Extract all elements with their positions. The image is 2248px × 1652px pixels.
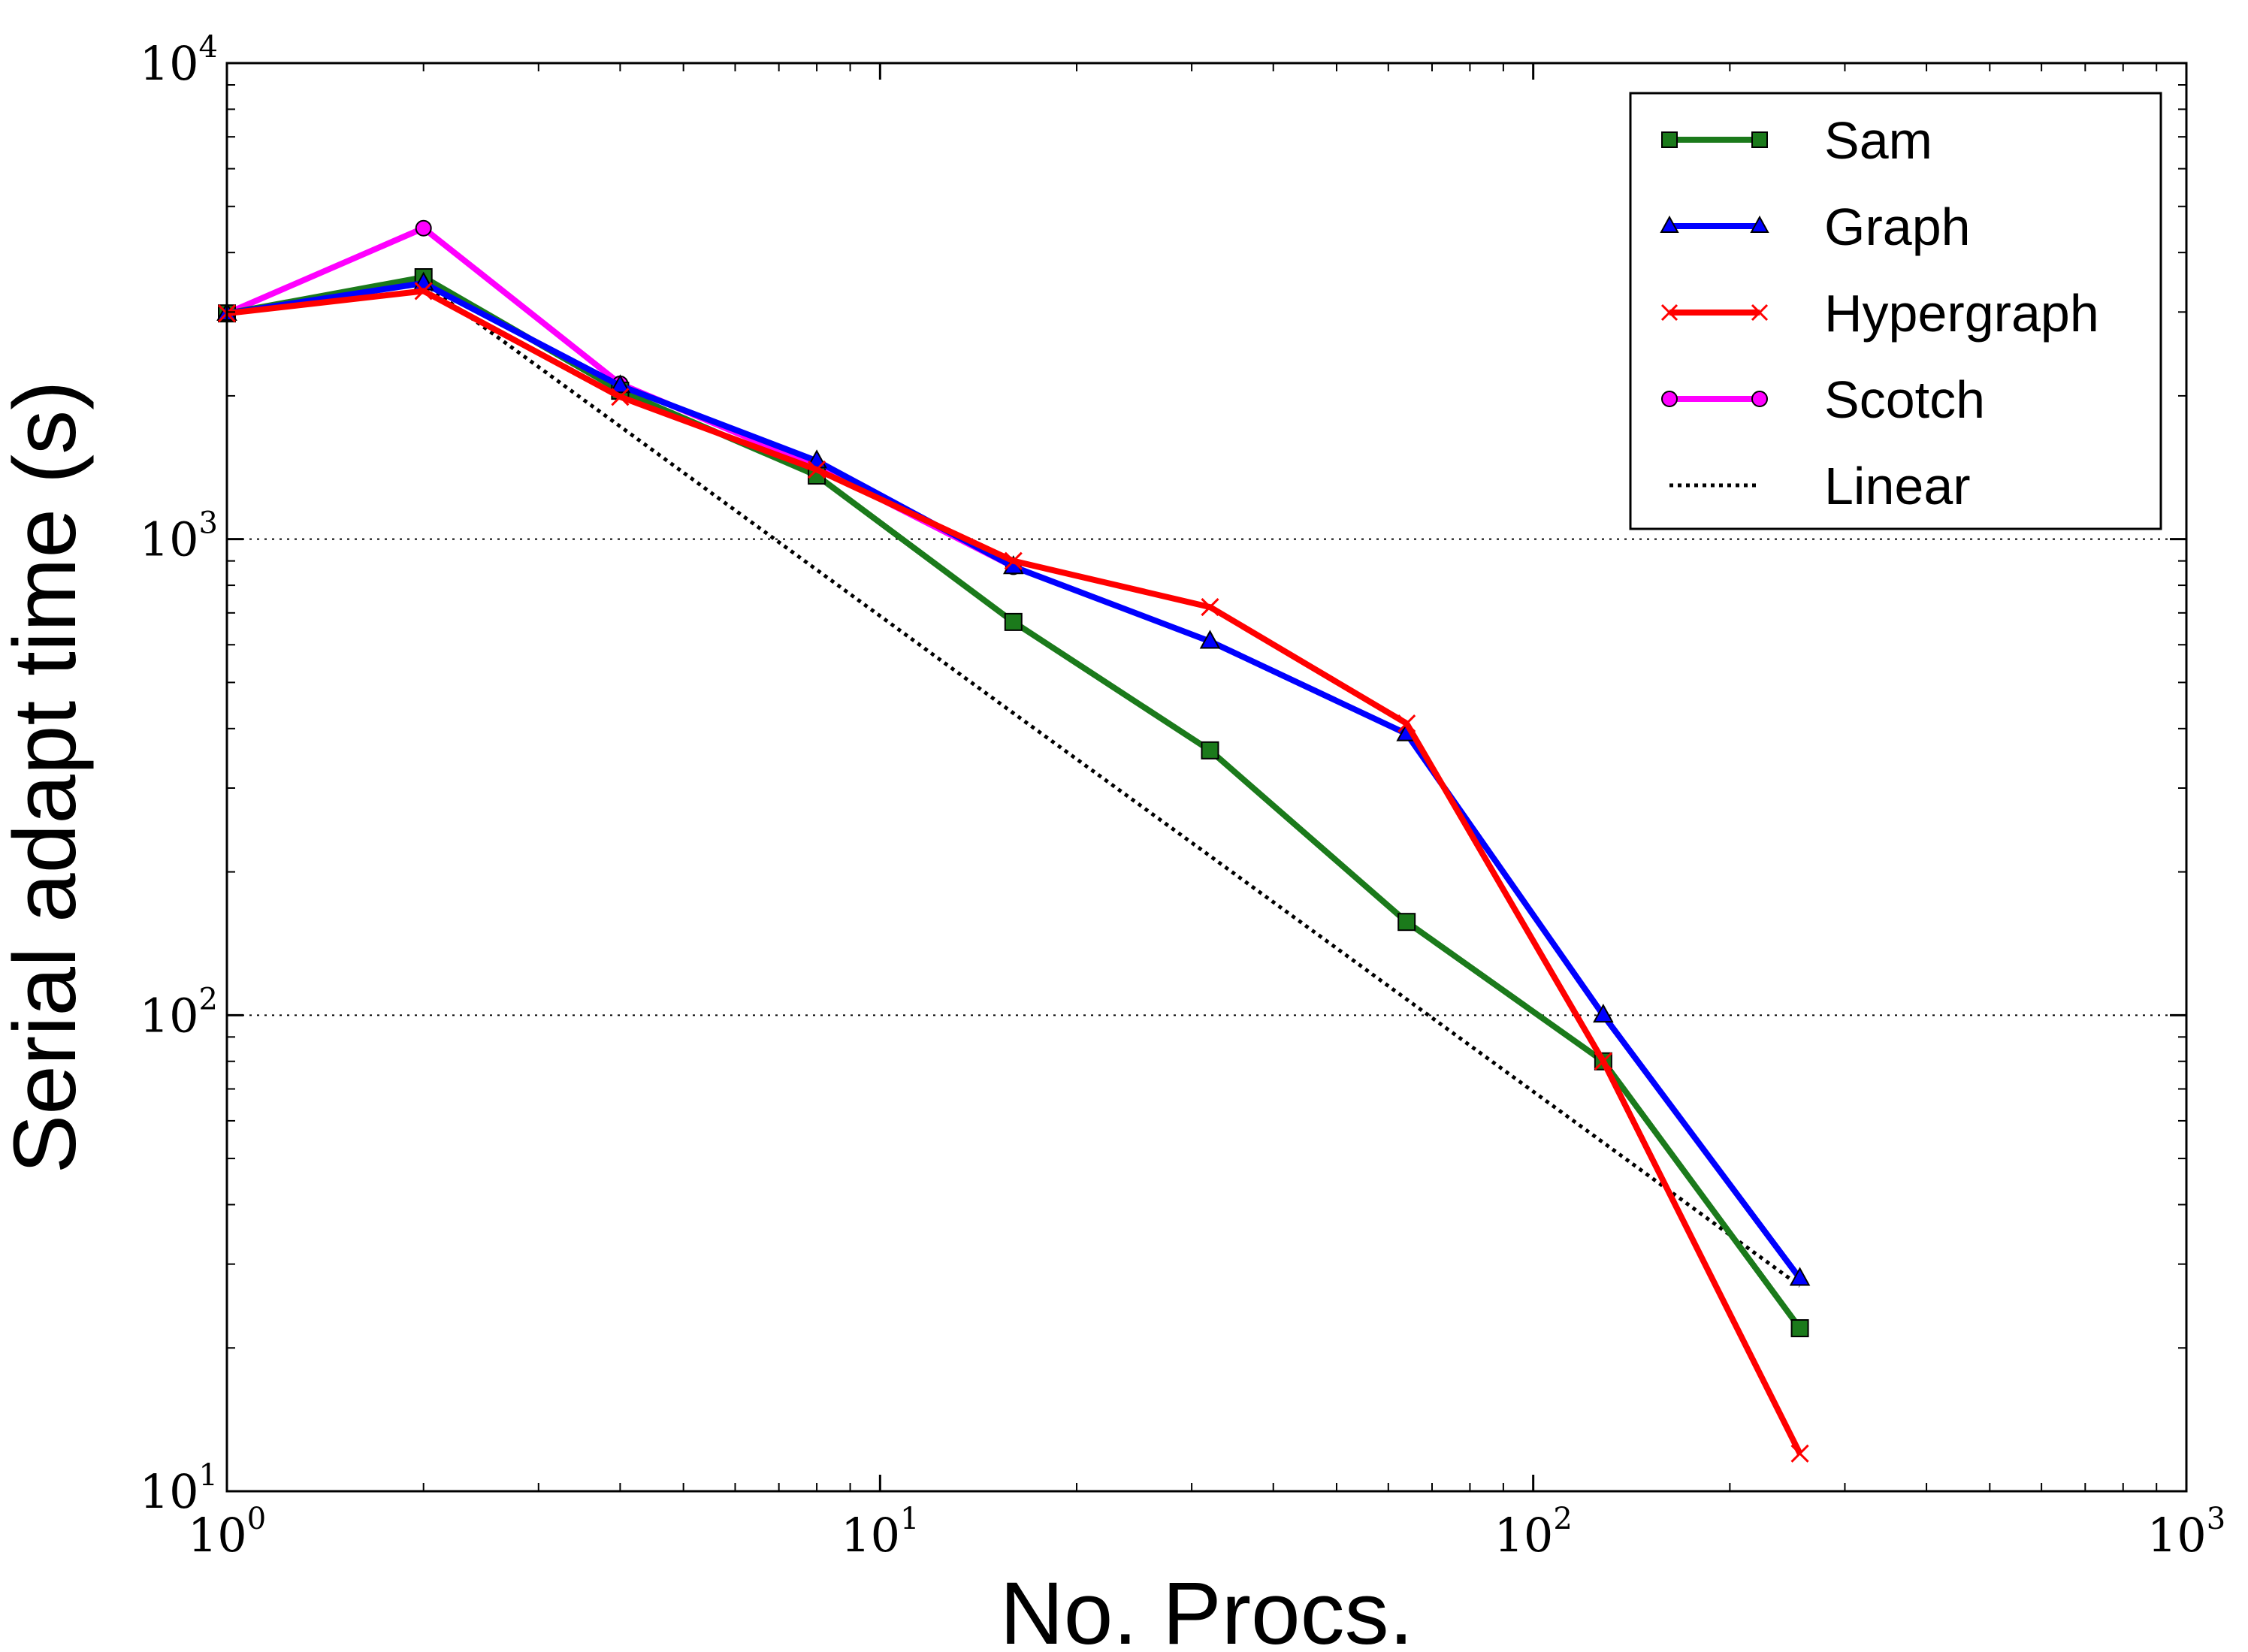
x-tick-label: 103 bbox=[2147, 1502, 2225, 1563]
data-point-stroke bbox=[1594, 1052, 1612, 1071]
data-point bbox=[1790, 1319, 1809, 1338]
data-point bbox=[1751, 131, 1768, 148]
data-point-stroke bbox=[1201, 598, 1219, 617]
data-point bbox=[1593, 1004, 1614, 1023]
data-point bbox=[1004, 612, 1023, 631]
data-point-stroke bbox=[414, 282, 433, 301]
data-point bbox=[1594, 1052, 1612, 1071]
data-point-stroke bbox=[808, 461, 826, 479]
y-tick-label: 102 bbox=[140, 982, 218, 1043]
legend-label: Linear bbox=[1824, 457, 1971, 515]
x-tick-label: 100 bbox=[188, 1502, 266, 1563]
data-point bbox=[1397, 714, 1416, 733]
legend-label: Scotch bbox=[1824, 370, 1985, 429]
legend-entry-hypergraph: Hypergraph bbox=[1660, 284, 2099, 343]
data-point bbox=[1751, 304, 1769, 322]
data-point-stroke bbox=[1397, 714, 1416, 733]
data-point bbox=[415, 219, 432, 237]
data-point-stroke bbox=[611, 388, 630, 406]
data-point bbox=[611, 388, 630, 406]
data-point bbox=[1397, 913, 1416, 932]
x-tick-label: 102 bbox=[1494, 1502, 1572, 1563]
series-layer bbox=[216, 219, 1811, 1463]
data-point bbox=[1199, 630, 1221, 649]
data-point bbox=[1201, 741, 1219, 760]
data-point-stroke bbox=[1004, 551, 1023, 570]
data-point bbox=[1660, 215, 1679, 233]
y-tick-label: 101 bbox=[140, 1458, 218, 1519]
data-point bbox=[1751, 391, 1768, 407]
legend-entry-graph: Graph bbox=[1660, 198, 1971, 256]
data-point bbox=[1661, 391, 1678, 407]
data-point-stroke bbox=[1790, 1444, 1809, 1463]
legend-entry-scotch: Scotch bbox=[1661, 370, 1985, 429]
axis-ticks bbox=[225, 62, 2188, 1493]
legend-label: Graph bbox=[1824, 198, 1971, 256]
data-point-stroke bbox=[1751, 304, 1769, 322]
legend-entry-sam: Sam bbox=[1661, 111, 1932, 170]
x-axis-label: No. Procs. bbox=[1000, 1564, 1414, 1652]
data-point bbox=[1660, 304, 1678, 322]
legend-entry-linear: Linear bbox=[1669, 457, 1971, 515]
data-point bbox=[609, 374, 631, 394]
series-line bbox=[422, 281, 1802, 1288]
legend-label: Sam bbox=[1824, 111, 1932, 170]
legend: Sam Graph Hypergraph Scotch Linear bbox=[1629, 92, 2162, 530]
data-point bbox=[1004, 551, 1023, 570]
y-tick-label: 104 bbox=[140, 30, 218, 91]
legend-label: Hypergraph bbox=[1824, 284, 2099, 343]
plot-frame bbox=[225, 62, 2188, 1493]
data-point bbox=[808, 461, 826, 479]
data-point bbox=[1789, 1267, 1811, 1286]
x-tick-label: 101 bbox=[841, 1502, 919, 1563]
data-point-stroke bbox=[1660, 304, 1678, 322]
data-point bbox=[1201, 598, 1219, 617]
data-point bbox=[414, 282, 433, 301]
data-point bbox=[1790, 1444, 1809, 1463]
y-tick-label: 103 bbox=[140, 506, 218, 567]
data-point bbox=[1750, 215, 1769, 233]
data-point bbox=[1661, 131, 1678, 148]
series-linear bbox=[422, 281, 1802, 1288]
y-axis-label: Serial adapt time (s) bbox=[0, 381, 95, 1174]
